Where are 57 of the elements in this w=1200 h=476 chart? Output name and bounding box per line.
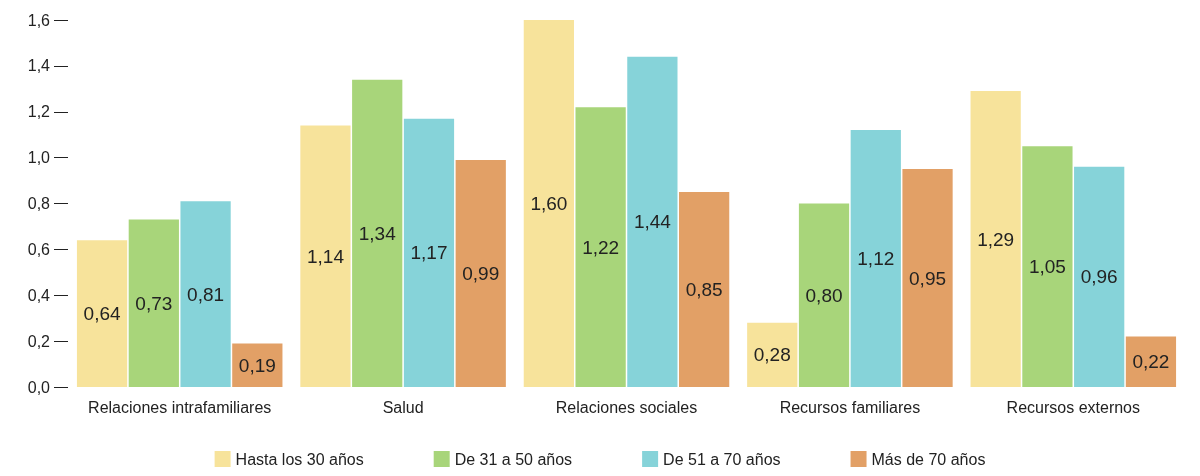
- y-tick-label: 0,8: [27, 195, 51, 212]
- legend-label: Hasta los 30 años: [235, 450, 364, 468]
- bar: [300, 125, 351, 387]
- bar: [1074, 166, 1125, 387]
- legend-label: Más de 70 años: [871, 450, 986, 468]
- legend-label: De 51 a 70 años: [663, 450, 781, 468]
- bar: [352, 79, 403, 387]
- bar: [627, 56, 678, 387]
- data-label: 1,44: [633, 211, 672, 233]
- legend-label: De 31 a 50 años: [454, 450, 573, 468]
- x-tick-label: Relaciones sociales: [555, 398, 698, 416]
- data-label: 1,22: [582, 236, 620, 258]
- bar: [970, 91, 1021, 387]
- y-tick-label: 0,2: [27, 332, 51, 350]
- y-tick-label: 1,2: [27, 103, 51, 121]
- bar: [575, 107, 626, 387]
- data-label: 1,05: [1028, 256, 1066, 278]
- y-tick-label: 1,0: [27, 149, 51, 167]
- data-label: 0,64: [83, 303, 121, 325]
- data-label: 0,85: [685, 279, 723, 301]
- x-tick-label: Relaciones intrafamiliares: [88, 398, 272, 416]
- data-label: 1,12: [857, 248, 895, 270]
- data-label: 0,96: [1080, 266, 1118, 288]
- data-label: 0,80: [805, 284, 843, 306]
- data-label: 1,14: [306, 245, 345, 267]
- data-label: 1,29: [977, 228, 1015, 250]
- data-label: 1,17: [410, 242, 448, 264]
- bar: [747, 322, 798, 387]
- bar: [1022, 146, 1073, 387]
- bar: [902, 169, 953, 387]
- bar: [76, 240, 128, 387]
- bar: [679, 192, 730, 387]
- data-label: 0,81: [187, 283, 225, 305]
- y-tick-label: 1,4: [27, 57, 51, 75]
- bar: [232, 343, 283, 387]
- data-label: 1,34: [358, 222, 397, 244]
- bar: [128, 219, 179, 387]
- data-label: 0,73: [135, 292, 173, 314]
- y-tick-label: 0,4: [27, 286, 51, 304]
- bar: [403, 118, 455, 387]
- bar: [850, 130, 901, 387]
- data-label: 1,60: [530, 193, 568, 214]
- data-label: 0,95: [909, 267, 947, 289]
- bar: [455, 159, 506, 387]
- data-label: 0,99: [462, 262, 500, 284]
- y-tick-label: 0,6: [27, 240, 51, 258]
- bar: [523, 20, 574, 387]
- bar: [180, 201, 231, 387]
- x-tick-label: Recursos familiares: [779, 398, 921, 416]
- y-tick-label: 1,6: [27, 11, 51, 29]
- bar: [798, 203, 850, 387]
- x-tick-label: Salud: [382, 398, 424, 416]
- data-label: 0,22: [1132, 351, 1170, 373]
- x-tick-label: Recursos externos: [1006, 398, 1140, 416]
- data-label: 0,19: [238, 354, 276, 376]
- data-label: 0,28: [753, 344, 791, 366]
- y-tick-label: 0,0: [27, 378, 51, 396]
